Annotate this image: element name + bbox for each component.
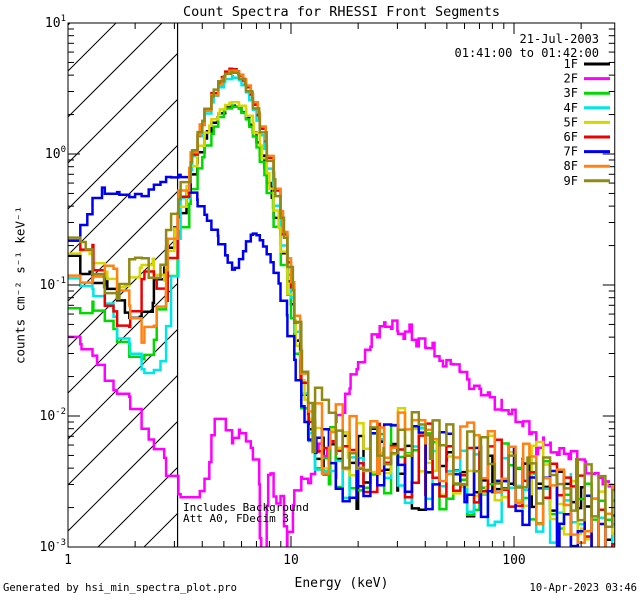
legend-label: 8F [564, 159, 578, 173]
y-tick-label: 10-2 [40, 407, 67, 424]
x-axis-label: Energy (keV) [294, 576, 389, 591]
render-timestamp: 10-Apr-2023 03:46 [529, 582, 637, 594]
series-curve-7F [68, 173, 607, 547]
legend-entry-6F: 6F [564, 130, 610, 144]
series-curve-1F [68, 104, 615, 547]
y-tick-label: 10-3 [40, 538, 67, 555]
legend-entry-7F: 7F [564, 145, 610, 159]
legend-entry-4F: 4F [564, 101, 610, 115]
legend-label: 9F [564, 174, 578, 188]
page-title: Count Spectra for RHESSI Front Segments [183, 4, 500, 20]
tick-labels: 1 10 100 101 100 10-1 10-2 10-3 [40, 14, 526, 568]
legend-entry-3F: 3F [564, 86, 610, 100]
observation-datetime: 21-Jul-2003 01:41:00 to 01:42:00 [455, 32, 600, 60]
plot-annotation: Includes Background Att A0, FDecim 3 [183, 501, 309, 525]
legend-entry-5F: 5F [564, 115, 610, 129]
y-tick-label: 10-1 [40, 276, 67, 293]
legend-label: 3F [564, 86, 578, 100]
legend-entry-1F: 1F [564, 57, 610, 71]
legend-entry-2F: 2F [564, 72, 610, 86]
series-curve-9F [68, 70, 615, 528]
observation-time-range: 01:41:00 to 01:42:00 [454, 46, 600, 60]
y-axis-label: counts cm⁻² s⁻¹ keV⁻¹ [12, 205, 28, 365]
legend-label: 1F [564, 57, 578, 71]
series-curve-5F [68, 100, 615, 541]
legend-label: 7F [564, 145, 578, 159]
observation-date: 21-Jul-2003 [519, 32, 599, 46]
y-tick-label: 100 [45, 145, 66, 162]
annotation-attenuator: Att A0, FDecim 3 [183, 511, 289, 525]
legend-entry-8F: 8F [564, 159, 610, 173]
x-tick-label: 100 [502, 553, 525, 568]
x-tick-label: 1 [64, 553, 72, 568]
annotation-background: Includes Background [183, 501, 309, 514]
y-tick-label: 101 [45, 14, 66, 31]
legend-label: 2F [564, 72, 578, 86]
x-tick-label: 10 [283, 553, 299, 568]
spectra-curves [68, 67, 615, 547]
legend-entry-9F: 9F [564, 174, 610, 188]
series-curve-2F [68, 319, 615, 547]
legend-label: 6F [564, 130, 578, 144]
axes-frame [67, 22, 616, 548]
legend-label: 4F [564, 101, 578, 115]
generator-credit: Generated by hsi_min_spectra_plot.pro [3, 582, 237, 594]
legend-label: 5F [564, 115, 578, 129]
